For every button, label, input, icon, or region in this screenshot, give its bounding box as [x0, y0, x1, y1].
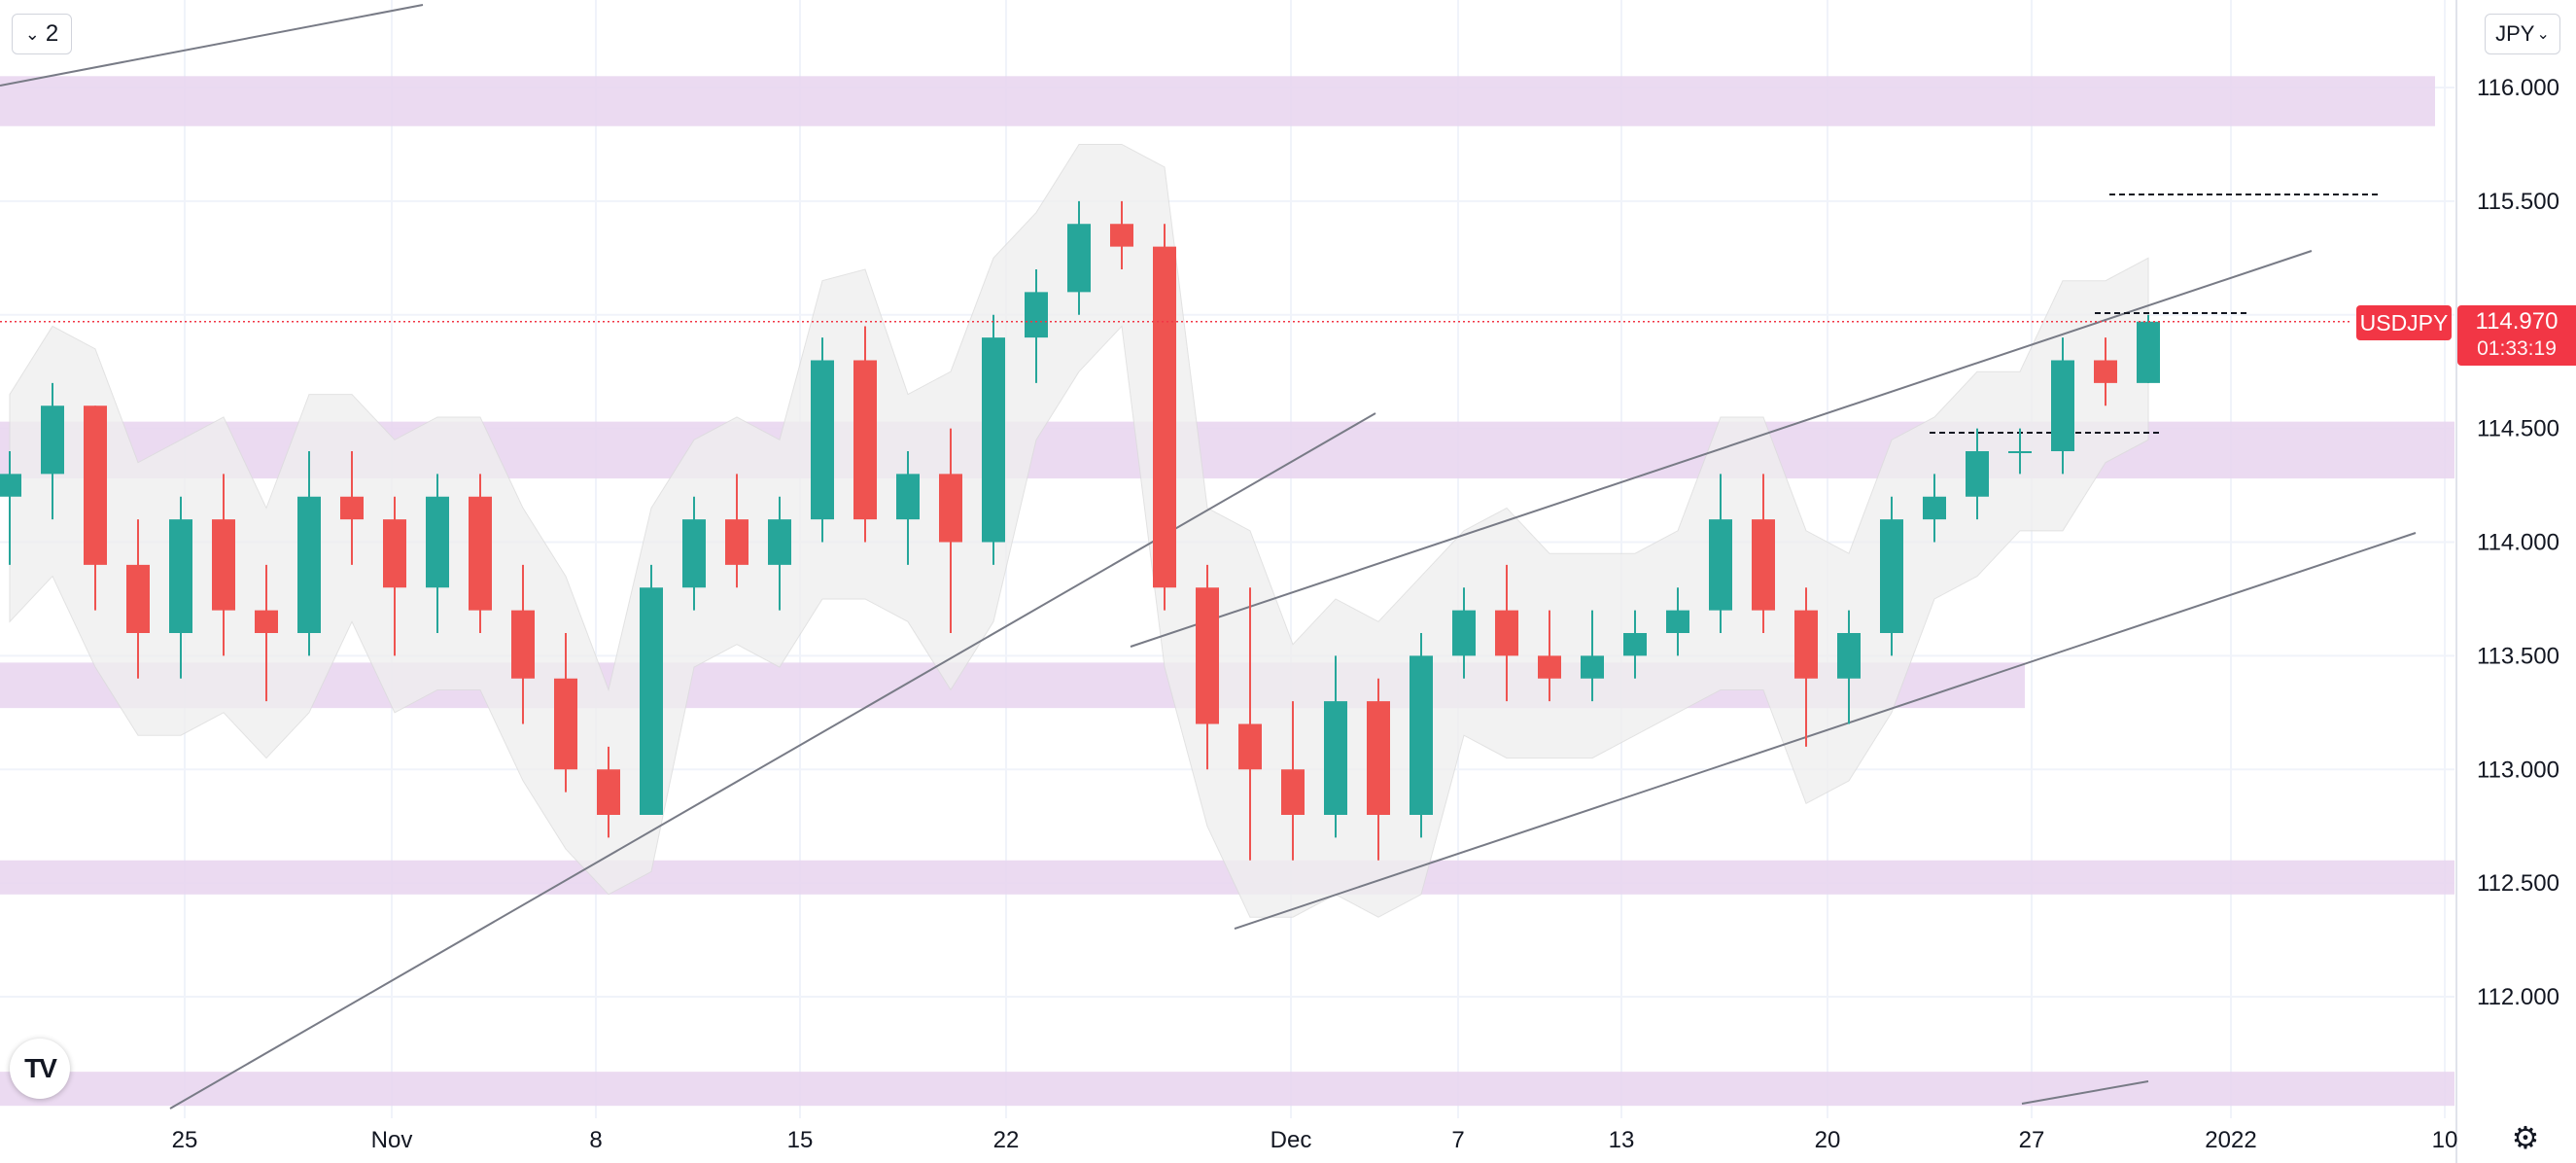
last-price-badge: 114.970 01:33:19 — [2457, 305, 2576, 366]
candle-body — [1966, 451, 1989, 497]
candle-body — [1495, 610, 1518, 656]
trend-line — [0, 4, 424, 87]
candle-body — [426, 496, 449, 588]
candle-body — [853, 360, 877, 520]
candle-body — [1067, 224, 1091, 293]
y-tick-label: 114.000 — [2477, 530, 2559, 556]
candle-body — [640, 587, 663, 815]
time-axis[interactable]: 25 Nov 8 15 22 Dec 7 13 20 27 2022 10 — [172, 0, 2458, 1163]
candle-body — [554, 678, 577, 770]
currency-label: JPY — [2495, 21, 2535, 46]
candle-body — [896, 474, 920, 520]
currency-button[interactable]: JPY ⌄ — [2485, 14, 2560, 54]
candle-body — [939, 474, 962, 543]
x-tick-label: 8 — [589, 1127, 602, 1153]
candle-body — [1025, 292, 1048, 338]
candle-body — [725, 519, 748, 565]
candle-body — [1153, 246, 1176, 588]
chevron-down-icon: ⌄ — [24, 23, 40, 44]
x-tick-label: Dec — [1271, 1127, 1312, 1153]
candle-body — [1623, 633, 1647, 656]
y-tick-label: 114.500 — [2477, 416, 2559, 442]
bar-countdown: 01:33:19 — [2477, 337, 2557, 360]
candle-body — [2094, 360, 2117, 383]
candle-body — [1238, 723, 1262, 770]
candle-body — [469, 496, 492, 611]
candle-body — [2051, 360, 2074, 451]
interval-button[interactable]: ⌄ 2 — [12, 14, 72, 54]
candlestick-series — [0, 200, 2160, 861]
trend-line — [1234, 532, 2417, 930]
candle-body — [597, 769, 620, 815]
candle-body — [0, 474, 21, 497]
x-tick-label: 2022 — [2205, 1127, 2256, 1153]
candle-body — [169, 519, 192, 633]
y-tick-label: 116.000 — [2477, 75, 2559, 101]
candle-body — [41, 405, 64, 475]
x-tick-label: 13 — [1609, 1127, 1635, 1153]
candle-body — [1581, 655, 1604, 679]
candle-body — [1794, 610, 1818, 679]
candle-body — [1196, 587, 1219, 724]
candle-body — [511, 610, 535, 679]
candle-body — [768, 519, 791, 565]
candle-body — [383, 519, 406, 588]
x-tick-label: 10 — [2432, 1127, 2458, 1153]
candle-body — [212, 519, 235, 611]
gear-icon[interactable]: ⚙ — [2511, 1120, 2540, 1155]
chevron-down-icon: ⌄ — [2536, 26, 2550, 43]
candle-body — [126, 564, 150, 633]
candle-body — [2008, 451, 2032, 453]
candle-body — [982, 337, 1005, 543]
x-tick-label: 25 — [172, 1127, 198, 1153]
zone-rect — [0, 76, 2435, 126]
candle-body — [682, 519, 706, 588]
symbol-badge: USDJPY — [2356, 305, 2452, 340]
interval-label: 2 — [45, 20, 59, 47]
bollinger-band — [9, 143, 2149, 918]
candle-body — [1367, 701, 1390, 815]
band-area — [9, 143, 2149, 918]
tradingview-logo[interactable]: TV — [10, 1039, 70, 1099]
candle-body — [1923, 496, 1946, 520]
x-tick-label: Nov — [371, 1127, 413, 1153]
x-tick-label: 15 — [787, 1127, 814, 1153]
candle-body — [1538, 655, 1561, 679]
y-tick-label: 112.000 — [2477, 984, 2559, 1010]
candle-body — [811, 360, 834, 520]
y-tick-label: 113.500 — [2477, 643, 2559, 669]
price-axis[interactable]: 116.000115.500115.000114.500114.000113.5… — [2477, 75, 2559, 1010]
candle-body — [1837, 633, 1861, 679]
zone-rect — [0, 1072, 2454, 1107]
x-tick-label: 7 — [1451, 1127, 1464, 1153]
candle-body — [1880, 519, 1903, 633]
candle-body — [1281, 769, 1305, 815]
x-tick-label: 22 — [993, 1127, 1020, 1153]
last-price-value: 114.970 — [2475, 308, 2559, 335]
candle-body — [1410, 655, 1433, 815]
x-tick-label: 20 — [1815, 1127, 1841, 1153]
candle-body — [84, 405, 107, 565]
y-tick-label: 115.500 — [2477, 189, 2559, 215]
candle-body — [340, 496, 364, 520]
candle-body — [1666, 610, 1689, 633]
y-tick-label: 113.000 — [2477, 757, 2559, 783]
candle-body — [1324, 701, 1347, 815]
candle-body — [1709, 519, 1732, 611]
x-tick-label: 27 — [2019, 1127, 2045, 1153]
trend-line — [2021, 1080, 2149, 1105]
candle-body — [1110, 224, 1133, 247]
candle-body — [1452, 610, 1476, 656]
trend-line — [1130, 250, 2313, 648]
candle-body — [297, 496, 321, 633]
y-tick-label: 112.500 — [2477, 870, 2559, 897]
candle-body — [1752, 519, 1775, 611]
candle-body — [2137, 321, 2160, 383]
candle-body — [255, 610, 278, 633]
